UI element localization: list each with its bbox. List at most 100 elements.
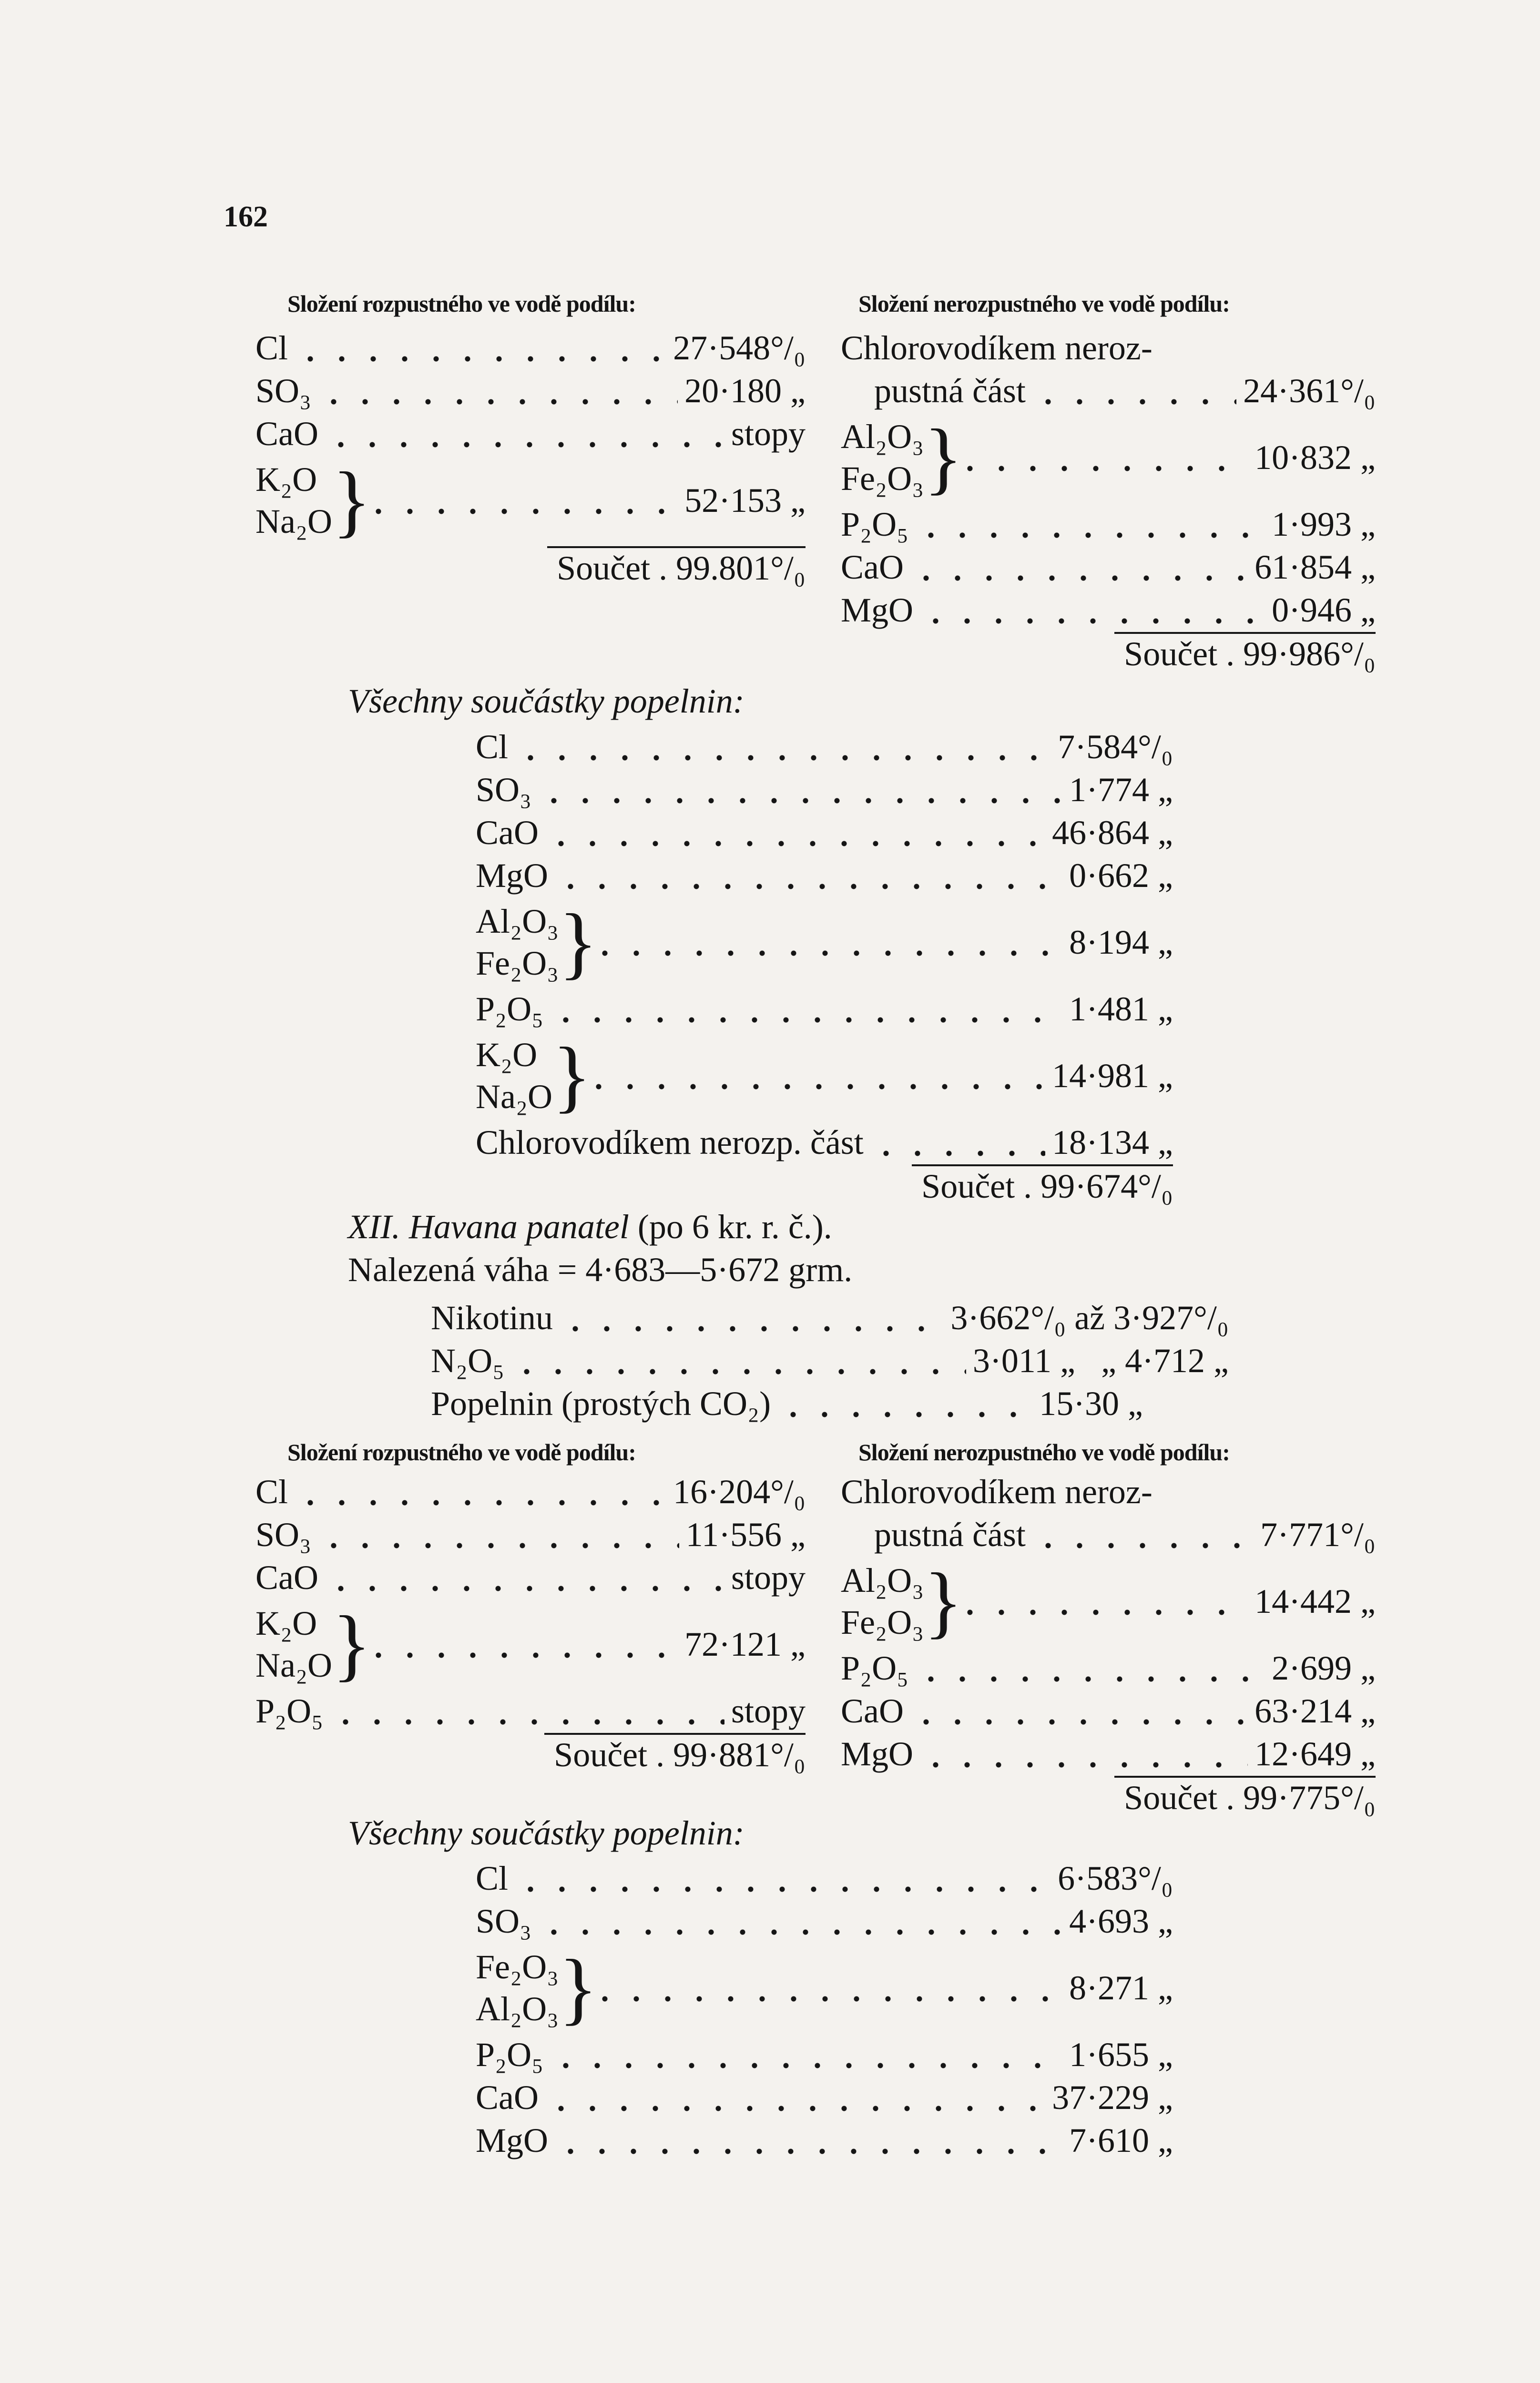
dot-leader [915, 1647, 1265, 1690]
grouped-row: K₂O Na₂O} 14·981 „ [476, 1030, 1173, 1121]
brace-icon: } [924, 1557, 963, 1646]
page-number: 162 [224, 201, 268, 233]
row-value: 20·180 „ [684, 371, 806, 410]
row-value: 8·194 „ [1069, 923, 1173, 961]
row-value: 16·204°/₀ [673, 1472, 806, 1511]
nicotine-table: Nikotinu 3·662°/₀ až 3·927°/₀ N₂O₅ 3·011 „ … [431, 1296, 1229, 1425]
row-label: P₂O₅ [841, 505, 909, 543]
row-value: 1·774 „ [1069, 770, 1173, 809]
total-line: Součet . 99·881°/₀ [544, 1733, 806, 1775]
dot-leader [545, 811, 1046, 854]
table-row: SO₃ 20·180 „ [255, 369, 806, 412]
table-row: Popelnin (prostých CO₂) 15·30 „ [431, 1382, 1229, 1425]
table-row: CaO 61·854 „ [841, 546, 1376, 589]
row-label: K₂O [255, 460, 317, 499]
row-label: Al₂O₃ [841, 418, 924, 456]
table-row: Chlorovodíkem nerozp. část 18·134 „ [476, 1121, 1173, 1164]
row-label: N₂O₅ [431, 1341, 505, 1380]
row-value: 46·864 „ [1052, 813, 1173, 852]
row-value: 37·229 „ [1052, 2078, 1173, 2117]
total-value: 99.801°/₀ [676, 549, 806, 587]
soluble-part-table-2: Cl 16·204°/₀ SO₃ 11·556 „ CaO stopy K₂O Na₂O} 72… [255, 1470, 806, 1775]
row-value: 18·134 „ [1052, 1123, 1173, 1161]
grouped-row: K₂O Na₂O} 72·121 „ [255, 1599, 806, 1690]
row-label: Na₂O [255, 1646, 333, 1684]
row-label: Fe₂O₃ [841, 459, 924, 498]
grouped-row: Al₂O₃ Fe₂O₃} 10·832 „ [841, 412, 1376, 503]
row-value: 1·655 „ [1069, 2035, 1173, 2074]
dot-leader [330, 1690, 724, 1732]
dot-leader [910, 1690, 1248, 1732]
all-components-table: Cl 7·584°/₀ SO₃ 1·774 „ CaO 46·864 „ MgO 0·662 … [476, 725, 1173, 1207]
total-label: Součet [554, 1736, 648, 1774]
row-value: 0·662 „ [1069, 856, 1173, 895]
total-value: 99·986°/₀ [1243, 635, 1376, 673]
row-label: MgO [476, 856, 549, 895]
row-label: Na₂O [476, 1078, 553, 1116]
table-row: MgO 0·662 „ [476, 854, 1173, 897]
row-label: Cl [476, 1859, 509, 1897]
row-value: 6·583°/₀ [1058, 1859, 1173, 1897]
separator: . [650, 549, 676, 587]
grouped-labels: K₂O Na₂O [255, 1602, 332, 1686]
dot-leader [920, 1732, 1248, 1775]
dot-leader [954, 436, 1248, 479]
table-row: CaO stopy [255, 412, 806, 455]
grouped-row: K₂O Na₂O} 52·153 „ [255, 455, 806, 546]
dot-leader [1032, 369, 1237, 412]
total-row: Součet . 99·881°/₀ [255, 1732, 806, 1775]
row-label: Fe₂O₃ [476, 944, 559, 982]
row-value: 10·832 „ [1254, 438, 1376, 477]
section-title: XII. Havana panatel (po 6 kr. r. č.). [348, 1207, 832, 1247]
grouped-row: Al₂O₃ Fe₂O₃} 14·442 „ [841, 1556, 1376, 1647]
row-label: Cl [476, 727, 509, 766]
row-label: K₂O [476, 1036, 538, 1074]
row-value: 15·30 „ [1039, 1384, 1229, 1423]
insoluble-part-header: Složení nerozpustného ve vodě podílu: [858, 290, 1230, 317]
row-value: 1·481 „ [1069, 989, 1173, 1028]
row-label: Cl [255, 1472, 288, 1511]
row-label: pustná část [874, 1515, 1026, 1554]
row-label: Fe₂O₃ [841, 1603, 924, 1641]
soluble-part-header: Složení rozpustného ve vodě podílu: [287, 290, 636, 317]
total-row: Součet . 99·674°/₀ [476, 1164, 1173, 1207]
row-label: MgO [841, 591, 914, 629]
all-components-header-2: Všechny součástky popelnin: [348, 1814, 745, 1852]
row-label: Nikotinu [431, 1298, 553, 1337]
total-line: Součet . 99.801°/₀ [547, 546, 806, 588]
insoluble-part-table-2: Chlorovodíkem neroz-pustná část 7·771°/₀ A… [841, 1470, 1376, 1818]
row-label: P₂O₅ [476, 989, 544, 1028]
table-row: Cl 27·548°/₀ [255, 326, 806, 369]
total-row: Součet . 99·775°/₀ [841, 1775, 1376, 1818]
brace-icon: } [332, 456, 371, 545]
grouped-labels: K₂O Na₂O [255, 458, 332, 542]
row-value: 4·693 „ [1069, 1902, 1173, 1940]
row-label: Chlorovodíkem neroz- [841, 1472, 1152, 1511]
dot-leader [363, 479, 678, 522]
row-value: 63·214 „ [1254, 1691, 1376, 1730]
total-label: Součet [1124, 635, 1218, 673]
row-label: K₂O [255, 1604, 317, 1642]
row-label: Al₂O₃ [841, 1561, 924, 1599]
row-value: stopy [731, 1558, 806, 1597]
total-row: Součet . 99·986°/₀ [841, 631, 1376, 674]
table-row: CaO 46·864 „ [476, 811, 1173, 854]
grouped-labels: K₂O Na₂O [476, 1034, 552, 1118]
total-value: 99·674°/₀ [1040, 1167, 1173, 1205]
row-value: 61·854 „ [1254, 548, 1376, 586]
grouped-row: Fe₂O₃ Al₂O₃} 8·271 „ [476, 1943, 1173, 2033]
row-label: CaO [841, 548, 904, 586]
dot-leader [295, 1470, 667, 1513]
brace-icon: } [332, 1599, 371, 1689]
insoluble-part-table: Chlorovodíkem neroz-pustná část 24·361°/₀… [841, 326, 1376, 674]
row-label: CaO [476, 813, 539, 852]
row-label: SO₃ [255, 371, 312, 410]
grouped-labels: Fe₂O₃ Al₂O₃ [476, 1946, 559, 2030]
row-label: P₂O₅ [841, 1649, 909, 1687]
dot-leader [910, 546, 1248, 589]
dot-leader [920, 589, 1265, 631]
row-value: 7·610 „ [1069, 2121, 1173, 2159]
total-label: Součet [921, 1167, 1015, 1205]
total-row: Součet . 99.801°/₀ [255, 546, 806, 589]
table-row: Cl 6·583°/₀ [476, 1857, 1173, 1900]
